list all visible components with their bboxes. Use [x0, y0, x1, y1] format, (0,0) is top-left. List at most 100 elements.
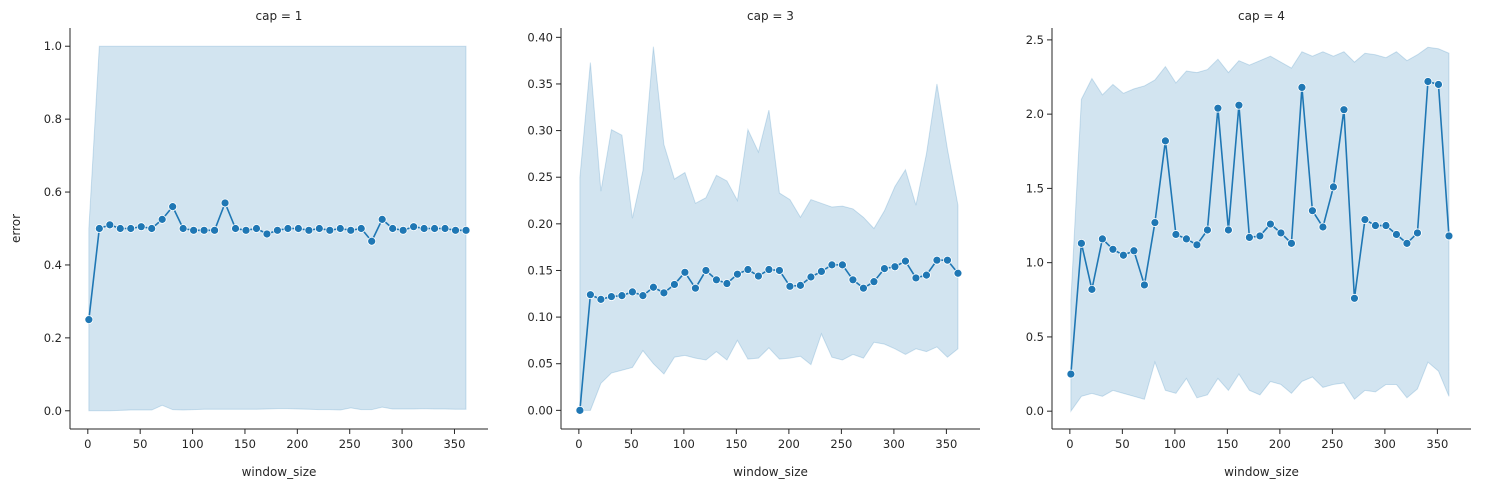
data-point — [136, 222, 146, 232]
y-tick-label: 0.35 — [527, 77, 553, 91]
y-tick-label: 0.00 — [527, 403, 553, 417]
data-point — [785, 281, 795, 291]
x-tick-label: 300 — [883, 437, 905, 451]
data-point — [575, 405, 585, 415]
panel-title: cap = 3 — [747, 9, 794, 23]
data-point — [743, 265, 753, 274]
x-tick-label: 300 — [1374, 437, 1396, 451]
y-tick-label: 0.6 — [44, 185, 62, 199]
data-point — [451, 225, 460, 235]
panel-title: cap = 4 — [1238, 9, 1285, 23]
y-tick-label: 1.0 — [1026, 256, 1044, 270]
x-tick-label: 100 — [182, 437, 204, 451]
data-point — [262, 229, 272, 239]
data-point — [838, 260, 847, 270]
x-axis-label: window_size — [242, 465, 317, 479]
panel-title: cap = 1 — [256, 9, 303, 23]
data-point — [1402, 238, 1412, 248]
x-tick-label: 350 — [1426, 437, 1448, 451]
data-point — [1129, 246, 1139, 256]
data-point — [1119, 250, 1128, 260]
data-point — [722, 279, 732, 288]
data-point — [1381, 221, 1391, 230]
data-point — [1098, 234, 1107, 244]
data-point — [1371, 221, 1380, 230]
x-axis-label: window_size — [1224, 465, 1299, 479]
data-point — [680, 267, 690, 277]
data-point — [1360, 215, 1370, 224]
data-point — [1182, 234, 1191, 244]
x-tick-label: 250 — [339, 437, 361, 451]
data-point — [922, 270, 931, 280]
data-point — [314, 224, 324, 233]
y-tick-label: 0.4 — [44, 258, 62, 272]
data-point — [115, 224, 125, 233]
data-point — [105, 220, 115, 230]
data-point — [691, 283, 700, 293]
data-point — [1140, 280, 1149, 290]
data-point — [304, 225, 314, 235]
x-tick-label: 100 — [673, 437, 695, 451]
y-tick-label: 2.5 — [1026, 33, 1044, 47]
data-point — [199, 225, 209, 235]
data-point — [293, 224, 303, 233]
data-point — [775, 266, 784, 275]
data-point — [1224, 225, 1233, 235]
data-point — [377, 214, 387, 224]
data-point — [1161, 136, 1170, 146]
data-point — [701, 266, 711, 275]
data-point — [890, 262, 900, 272]
data-point — [335, 224, 345, 233]
y-tick-label: 0.15 — [527, 263, 553, 277]
data-point — [953, 268, 963, 278]
data-point — [848, 275, 858, 285]
data-point — [461, 225, 471, 235]
data-point — [1255, 231, 1265, 241]
y-tick-label: 0.5 — [1026, 330, 1044, 344]
data-point — [241, 225, 251, 235]
x-tick-label: 50 — [1115, 437, 1130, 451]
data-point — [430, 224, 439, 233]
data-point — [1087, 284, 1097, 294]
data-point — [84, 315, 94, 325]
confidence-band — [579, 46, 959, 411]
data-point — [1276, 228, 1286, 238]
data-point — [607, 292, 616, 301]
y-tick-label: 0.25 — [527, 170, 553, 184]
data-point — [1297, 83, 1307, 92]
data-point — [1413, 228, 1422, 238]
data-point — [1171, 230, 1181, 239]
data-point — [628, 287, 637, 297]
data-point — [409, 222, 419, 232]
x-tick-label: 50 — [624, 437, 639, 451]
y-tick-label: 0.0 — [44, 404, 62, 418]
confidence-band — [1070, 46, 1450, 413]
data-point — [754, 271, 763, 281]
y-tick-label: 0.2 — [44, 331, 62, 345]
data-point — [1434, 80, 1443, 89]
data-point — [617, 291, 627, 301]
data-point — [1339, 105, 1349, 115]
data-point — [367, 236, 377, 246]
data-point — [649, 282, 658, 292]
data-point — [796, 280, 805, 290]
data-point — [356, 224, 366, 233]
panel-cap-1: cap = 1 window_size error 0 50 100 150 200 25… — [9, 9, 488, 479]
x-tick-label: 200 — [778, 437, 800, 451]
data-point — [168, 202, 178, 212]
data-point — [827, 260, 837, 270]
y-tick-label: 1.0 — [44, 39, 62, 53]
data-point — [147, 224, 157, 233]
data-point — [1150, 218, 1160, 227]
data-point — [1266, 219, 1275, 229]
data-point — [733, 269, 742, 279]
data-point — [231, 224, 240, 233]
data-point — [764, 265, 774, 274]
data-point — [712, 275, 721, 285]
data-point — [1350, 293, 1359, 303]
x-tick-label: 150 — [234, 437, 256, 451]
data-point — [346, 225, 356, 235]
x-tick-label: 300 — [391, 437, 413, 451]
data-point — [638, 291, 648, 301]
data-point — [1213, 103, 1223, 113]
